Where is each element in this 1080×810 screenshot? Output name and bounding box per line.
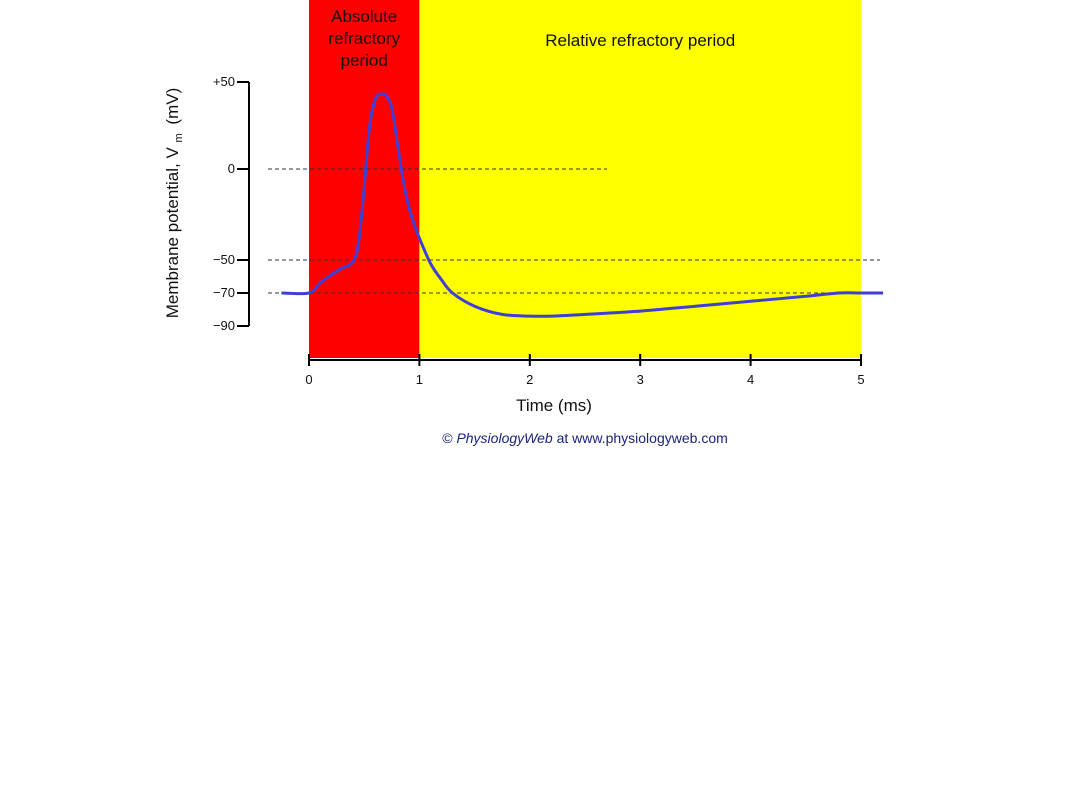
refractory-regions [309,0,861,358]
x-tick-label-4: 4 [747,372,754,387]
series-line-0 [281,92,884,318]
y-tick-label-1: 0 [228,161,235,176]
y-tick-label-4: −90 [213,318,235,333]
x-tick-label-1: 1 [416,372,423,387]
y-tick-label-2: −50 [213,252,235,267]
x-tick-label-5: 5 [857,372,864,387]
reference-lines [268,168,880,294]
y-tick-label-3: −70 [213,285,235,300]
chart-labels: Time (ms) Membrane potential, V m (mV) ©… [163,7,735,446]
region-1 [419,0,861,358]
copyright-credit: © PhysiologyWeb at www.physiologyweb.com [442,430,728,446]
region-label-0-line-2: period [341,51,388,70]
x-tick-label-0: 0 [305,372,312,387]
region-label-1: Relative refractory period [545,31,735,50]
series-layer [281,92,884,318]
region-label-0-line-0: Absolute [331,7,397,26]
x-tick-label-2: 2 [526,372,533,387]
x-axis-label: Time (ms) [516,396,592,415]
y-tick-label-0: +50 [213,74,235,89]
x-tick-label-3: 3 [637,372,644,387]
credit-suffix: at www.physiologyweb.com [557,430,728,446]
y-axis-label-unit: (mV) [163,88,182,125]
credit-prefix: © [442,430,456,446]
region-label-0-line-1: refractory [328,29,400,48]
y-axis-label: Membrane potential, V m (mV) [163,88,186,319]
region-label-0: Absolute refractory period [328,7,400,70]
region-label-1-line-0: Relative refractory period [545,31,735,50]
axes: +50 0 −50 −70 −90 0 1 2 3 4 5 [213,74,865,387]
credit-brand: PhysiologyWeb [456,430,552,446]
y-axis-label-subscript: m [173,133,185,142]
y-axis-label-main: Membrane potential, V [163,147,182,319]
